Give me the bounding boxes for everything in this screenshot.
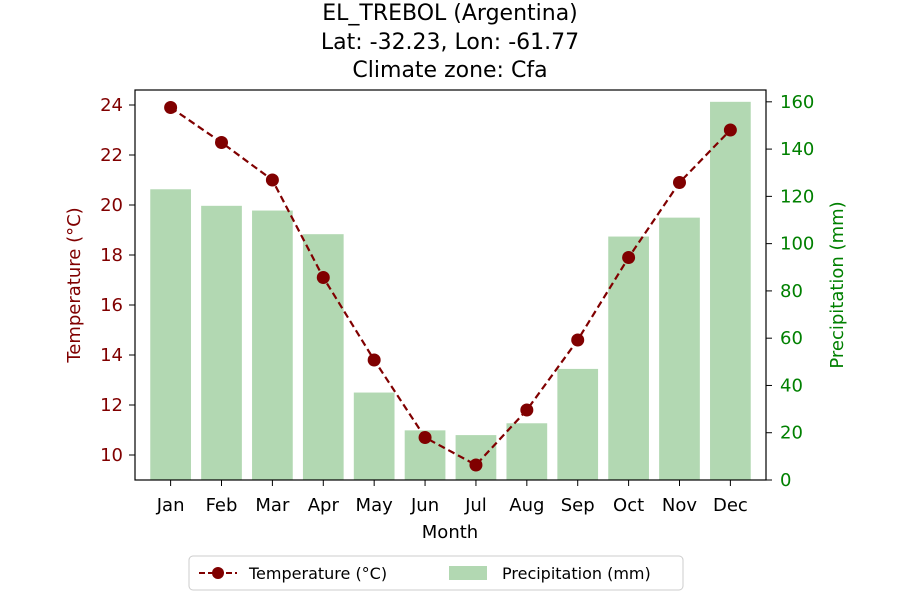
temperature-point <box>265 173 279 187</box>
x-axis: Jan Feb Mar Apr May Jun Jul Aug Sep Oct Nov Dec <box>156 480 748 516</box>
title-line-2: Lat: -32.23, Lon: -61.77 <box>321 30 579 55</box>
precipitation-bar <box>659 217 700 481</box>
precipitation-bar <box>506 423 548 480</box>
temperature-tick-label: 12 <box>100 395 123 416</box>
precipitation-bar <box>608 236 649 480</box>
legend-box <box>188 555 684 591</box>
precipitation-tick-label: 140 <box>780 139 814 160</box>
temperature-point <box>316 271 330 284</box>
title-line-1: EL_TREBOL (Argentina) <box>322 1 578 26</box>
temperature-point <box>215 136 229 149</box>
legend: Temperature (°C) Precipitation (mm) <box>188 555 684 591</box>
x-tick-label: Oct <box>613 495 644 516</box>
x-tick-label: Feb <box>206 495 238 516</box>
temperature-tick-label: 22 <box>100 145 123 166</box>
x-tick-label: Sep <box>561 495 595 516</box>
precipitation-bar <box>353 392 395 480</box>
temperature-tick-label: 24 <box>100 95 123 116</box>
title-line-3: Climate zone: Cfa <box>352 58 547 83</box>
precipitation-bar <box>557 368 599 480</box>
legend-precipitation-swatch <box>449 566 487 580</box>
temperature-series <box>164 101 737 472</box>
temperature-axis: 10 12 14 16 18 20 22 24 <box>100 95 135 466</box>
temperature-tick-label: 14 <box>100 345 123 366</box>
temperature-tick-label: 18 <box>100 245 123 266</box>
x-tick-label: Mar <box>255 495 290 516</box>
temperature-tick-label: 16 <box>100 295 123 316</box>
precipitation-axis-label: Precipitation (mm) <box>827 201 848 368</box>
temperature-point <box>723 123 737 137</box>
temperature-tick-label: 10 <box>100 445 123 466</box>
temperature-point <box>672 176 686 189</box>
x-axis-label: Month <box>422 522 478 543</box>
x-tick-label: Jan <box>156 495 185 516</box>
temperature-point <box>469 458 483 472</box>
x-tick-label: Nov <box>662 495 697 516</box>
precipitation-tick-label: 160 <box>780 92 814 113</box>
precipitation-tick-label: 40 <box>780 375 803 396</box>
temperature-point <box>164 101 178 114</box>
precipitation-bars <box>150 101 751 481</box>
x-tick-label: Jun <box>410 495 439 516</box>
temperature-axis-label: Temperature (°C) <box>64 207 85 363</box>
precipitation-bar <box>150 189 191 481</box>
plot-area-frame <box>134 89 767 481</box>
precipitation-bar <box>252 210 293 480</box>
precipitation-tick-label: 80 <box>780 281 803 302</box>
precipitation-tick-label: 120 <box>780 186 814 207</box>
precipitation-axis: 0 20 40 60 80 100 120 140 160 <box>766 92 814 491</box>
x-tick-label: Jul <box>464 495 487 516</box>
temperature-tick-label: 20 <box>100 195 123 216</box>
precipitation-tick-label: 100 <box>780 234 814 255</box>
temperature-point <box>367 353 381 367</box>
x-tick-label: May <box>356 495 394 516</box>
chart-title: EL_TREBOL (Argentina) Lat: -32.23, Lon: … <box>321 1 579 83</box>
temperature-point <box>520 403 534 417</box>
temperature-point <box>571 333 585 347</box>
temperature-point <box>418 431 432 444</box>
x-tick-label: Dec <box>713 495 748 516</box>
precipitation-tick-label: 0 <box>780 470 791 491</box>
precipitation-bar <box>201 205 242 480</box>
precipitation-bar <box>710 101 751 481</box>
legend-temperature-marker <box>212 567 224 579</box>
temperature-line <box>169 106 732 467</box>
x-tick-label: Apr <box>308 495 340 516</box>
legend-precipitation-label: Precipitation (mm) <box>502 564 651 583</box>
precipitation-tick-label: 60 <box>780 328 803 349</box>
legend-temperature-label: Temperature (°C) <box>248 564 387 583</box>
x-tick-label: Aug <box>509 495 544 516</box>
precipitation-tick-label: 20 <box>780 423 803 444</box>
temperature-point <box>622 251 636 264</box>
